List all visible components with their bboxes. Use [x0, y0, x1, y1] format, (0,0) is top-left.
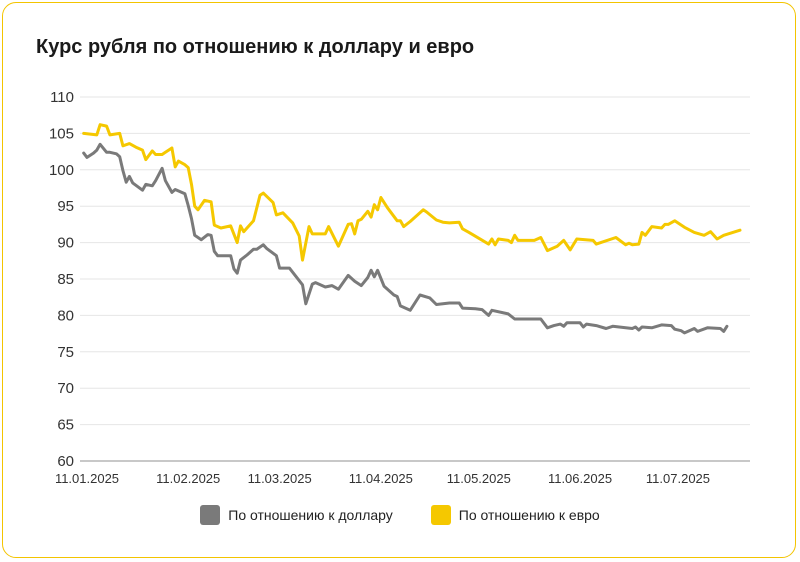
usd-swatch-icon — [200, 505, 221, 525]
y-tick-label: 70 — [57, 380, 74, 397]
x-tick-label: 11.02.2025 — [156, 471, 220, 486]
x-tick-label: 11.06.2025 — [548, 471, 612, 486]
y-tick-label: 110 — [50, 89, 74, 106]
y-tick-label: 65 — [57, 417, 74, 434]
series-lines — [82, 123, 742, 335]
eur-swatch-icon — [430, 505, 451, 525]
grid-lines — [80, 96, 750, 462]
y-axis-ticks: 60 65 70 75 80 85 90 95 100 105 110 — [49, 89, 74, 470]
y-tick-label: 90 — [57, 235, 74, 252]
x-tick-label: 11.07.2025 — [646, 471, 710, 486]
y-tick-label: 75 — [57, 344, 74, 361]
y-tick-label: 105 — [49, 125, 74, 142]
x-tick-label: 11.05.2025 — [447, 471, 511, 486]
legend-label-eur: По отношению к евро — [458, 507, 600, 523]
y-tick-label: 100 — [49, 162, 74, 179]
legend-item-eur: По отношению к евро — [430, 505, 600, 525]
x-tick-label: 11.03.2025 — [248, 471, 312, 486]
x-axis-ticks: 11.01.2025 11.02.2025 11.03.2025 11.04.2025… — [55, 471, 710, 486]
legend-label-usd: По отношению к доллару — [228, 507, 393, 523]
chart-title: Курс рубля по отношению к доллару и евро — [36, 36, 475, 58]
y-tick-label: 80 — [57, 307, 74, 324]
y-tick-label: 85 — [57, 271, 74, 288]
x-tick-label: 11.01.2025 — [55, 471, 119, 486]
legend: По отношению к доллару По отношению к ев… — [0, 505, 800, 525]
usd-series-line — [82, 142, 729, 335]
eur-series-line — [82, 123, 742, 262]
x-tick-label: 11.04.2025 — [349, 471, 413, 486]
legend-item-usd: По отношению к доллару — [200, 505, 393, 525]
y-tick-label: 95 — [57, 198, 74, 215]
y-tick-label: 60 — [57, 453, 74, 470]
